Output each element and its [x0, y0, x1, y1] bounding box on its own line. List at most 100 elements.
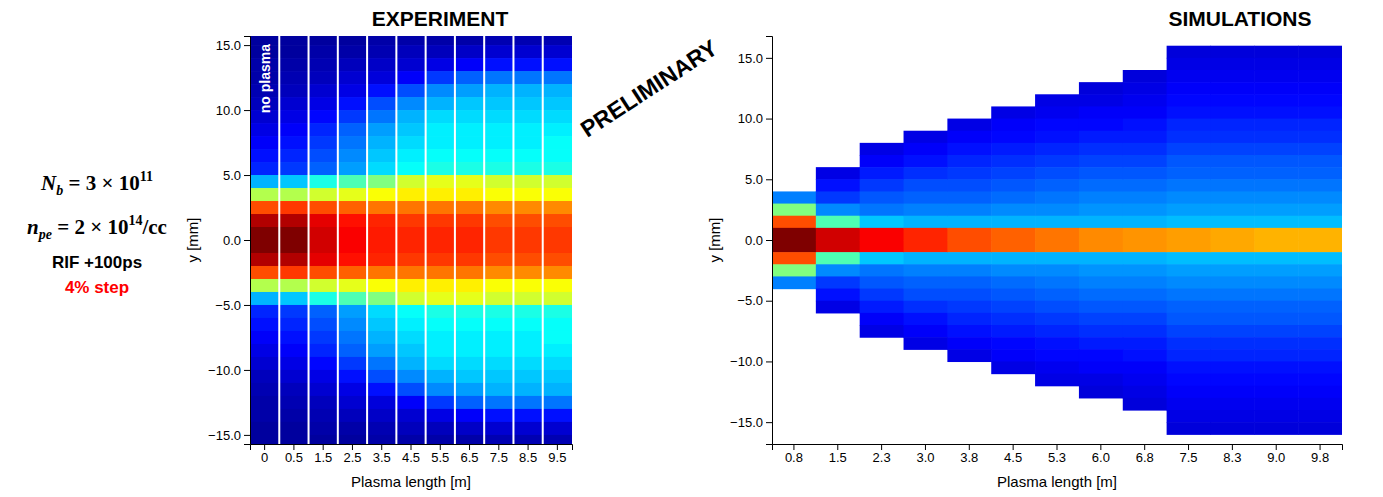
heatmap-cell	[426, 188, 456, 202]
tick-label: 3.5	[373, 450, 391, 465]
tick-mark	[925, 444, 926, 450]
heatmap-cell	[1167, 70, 1211, 83]
heatmap-cell	[484, 149, 514, 163]
heatmap-cell	[396, 292, 426, 306]
heatmap-cell	[1298, 349, 1342, 362]
heatmap-cell	[1123, 119, 1167, 132]
heatmap-cell	[309, 331, 339, 345]
tick-mark	[969, 444, 970, 450]
heatmap-cell	[279, 71, 309, 85]
heatmap-cell	[279, 357, 309, 371]
heatmap-cell	[309, 279, 339, 293]
heatmap-cell	[947, 276, 991, 289]
axis-line	[773, 445, 1343, 451]
tick-label: −10.0	[730, 354, 763, 369]
heatmap-cell	[513, 383, 543, 397]
plot-area	[772, 46, 1342, 435]
tick-label: −5.0	[737, 293, 763, 308]
heatmap-cell	[250, 292, 280, 306]
heatmap-cell	[1079, 82, 1123, 95]
heatmap-cell	[367, 71, 397, 85]
tick-mark	[766, 119, 772, 120]
x-tick: 3.5	[373, 444, 391, 465]
heatmap-cell	[250, 175, 280, 189]
heatmap-cell	[367, 370, 397, 384]
heatmap-cell	[338, 227, 368, 241]
axis-line	[251, 445, 573, 451]
heatmap-cell	[1123, 361, 1167, 374]
heatmap-cell	[367, 162, 397, 176]
tick-label: 2.3	[873, 450, 891, 465]
tick-mark	[469, 444, 470, 450]
heatmap-cell	[367, 396, 397, 410]
heatmap-cell	[426, 227, 456, 241]
x-tick: 2.3	[873, 444, 891, 465]
heatmap-cell	[1298, 410, 1342, 423]
heatmap-cell	[1167, 155, 1211, 168]
tick-mark	[1057, 444, 1058, 450]
heatmap-cell	[1210, 131, 1254, 144]
heatmap-cell	[1210, 216, 1254, 229]
tick-mark	[244, 175, 250, 176]
heatmap-cell	[947, 313, 991, 326]
heatmap-cell	[513, 201, 543, 215]
tick-label: 7.5	[1179, 450, 1197, 465]
heatmap-cell	[543, 279, 572, 293]
heatmap-cell	[513, 279, 543, 293]
heatmap-cell	[455, 383, 485, 397]
x-axis: 0.81.52.33.03.84.55.36.06.87.58.39.09.8	[773, 444, 1343, 465]
heatmap-cell	[426, 240, 456, 254]
heatmap-cell	[1210, 361, 1254, 374]
heatmap-cell	[1167, 240, 1211, 253]
heatmap-cell	[426, 318, 456, 332]
x-tick: 5.5	[431, 444, 449, 465]
heatmap-cell	[367, 36, 397, 46]
heatmap-cell	[250, 240, 280, 254]
x-tick: 9.8	[1311, 444, 1329, 465]
heatmap-cell	[1079, 361, 1123, 374]
parameter-label: npe = 2 × 1014/cc	[27, 213, 167, 242]
heatmap-cell	[904, 216, 948, 229]
heatmap-cell	[426, 409, 456, 423]
heatmap-cell	[860, 167, 904, 180]
tick-label: 5.0	[745, 172, 763, 187]
heatmap-cell	[367, 188, 397, 202]
heatmap-cell	[396, 279, 426, 293]
heatmap-cell	[543, 357, 572, 371]
tick-label: 4.5	[402, 450, 420, 465]
heatmap-cell	[772, 191, 816, 204]
heatmap-cell	[1167, 46, 1211, 59]
x-axis-title: Plasma length [m]	[351, 473, 471, 490]
heatmap-cell	[543, 227, 572, 241]
heatmap-cell	[396, 201, 426, 215]
heatmap-cell	[1210, 264, 1254, 277]
heatmap-cell	[426, 149, 456, 163]
heatmap-cell	[1254, 204, 1298, 217]
heatmap-cell	[250, 318, 280, 332]
heatmap-cell	[367, 383, 397, 397]
heatmap-cell	[396, 58, 426, 72]
tick-label: 1.5	[829, 450, 847, 465]
heatmap-cell	[816, 252, 860, 265]
heatmap-cell	[1298, 325, 1342, 338]
heatmap-cell	[455, 58, 485, 72]
heatmap-cell	[426, 201, 456, 215]
heatmap-cell	[279, 97, 309, 111]
heatmap-cell	[455, 162, 485, 176]
tick-mark	[766, 58, 772, 59]
heatmap-cell	[338, 36, 368, 46]
heatmap-cell	[338, 396, 368, 410]
heatmap-cell	[309, 175, 339, 189]
tick-mark	[323, 444, 324, 450]
heatmap-cell	[1035, 349, 1079, 362]
heatmap-cell	[279, 175, 309, 189]
heatmap-cell	[1079, 228, 1123, 241]
heatmap-cell	[250, 331, 280, 345]
heatmap-cell	[1079, 106, 1123, 119]
tick-label: 9.8	[1311, 450, 1329, 465]
heatmap-cell	[250, 136, 280, 150]
heatmap-cell	[1167, 264, 1211, 277]
heatmap-cell	[1079, 179, 1123, 192]
heatmap-cell	[1254, 361, 1298, 374]
heatmap-cell	[1079, 386, 1123, 399]
